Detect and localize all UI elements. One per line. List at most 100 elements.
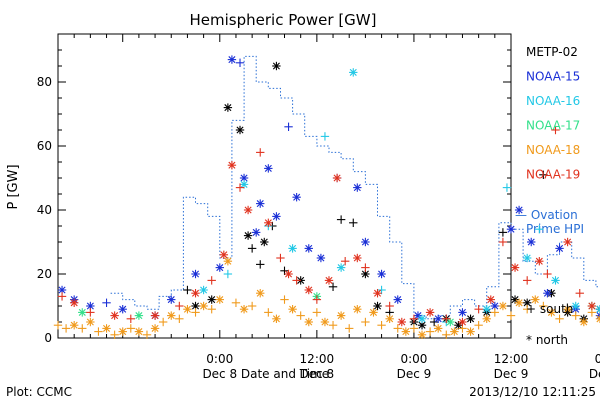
south-point	[312, 308, 322, 317]
x-tick-time-label: 0:00	[206, 352, 233, 366]
north-point	[353, 305, 362, 314]
y-axis-label: P [GW]	[6, 164, 21, 209]
north-point	[377, 269, 386, 279]
north-point	[563, 305, 572, 314]
north-point	[199, 285, 208, 295]
data-points	[53, 55, 600, 339]
x-tick-date-label: Dec 8	[300, 367, 335, 381]
north-marker-legend: * north	[526, 333, 568, 347]
south-point	[256, 260, 265, 269]
north-point	[349, 68, 358, 77]
south-point	[78, 324, 87, 333]
south-point	[126, 314, 136, 323]
south-point	[102, 298, 111, 307]
north-point	[292, 193, 301, 202]
legend-item: NOAA-19	[526, 168, 580, 182]
north-point	[482, 305, 491, 314]
x-tick-time-label: 12:00	[300, 352, 335, 366]
north-point	[510, 295, 520, 304]
north-point	[417, 321, 427, 330]
north-point	[167, 295, 176, 304]
north-point	[482, 314, 491, 323]
south-point	[340, 257, 350, 266]
x-tick-date-label: Dec 9	[494, 367, 529, 381]
ovation-step-path	[110, 55, 600, 320]
south-point	[345, 324, 354, 333]
north-point	[191, 289, 200, 298]
north-point	[555, 244, 564, 253]
y-tick-label: 60	[37, 139, 52, 153]
south-point	[328, 282, 338, 291]
south-point	[506, 311, 516, 320]
south-point	[555, 314, 564, 323]
south-point	[320, 132, 330, 141]
south-point	[535, 225, 544, 234]
north-point	[235, 125, 245, 135]
south-point	[231, 298, 241, 307]
south-point	[498, 237, 508, 247]
south-point	[498, 228, 508, 237]
south-point	[53, 321, 63, 330]
south-point	[393, 324, 402, 333]
south-point	[142, 330, 152, 339]
south-point	[264, 308, 273, 317]
north-point	[239, 305, 249, 314]
x-axis-label: Date and Time	[241, 367, 329, 381]
y-axis-ticks: 0 20 40 60 80	[37, 33, 511, 345]
north-point	[167, 311, 176, 320]
north-point	[450, 327, 459, 336]
south-point	[377, 321, 386, 330]
x-tick-time-label: 0:00	[595, 352, 600, 366]
north-point	[369, 308, 378, 317]
north-point	[397, 317, 406, 327]
south-point	[409, 324, 419, 333]
north-point	[239, 173, 249, 183]
north-point	[324, 276, 334, 285]
south-point	[543, 269, 552, 279]
south-point	[247, 301, 257, 311]
south-point	[312, 295, 322, 304]
south-point	[474, 305, 483, 314]
south-point	[235, 183, 245, 192]
south-point	[292, 276, 301, 285]
north-point	[527, 237, 536, 247]
plot-credit: Plot: CCMC	[6, 385, 72, 399]
north-point	[227, 55, 237, 64]
north-point	[522, 253, 532, 263]
north-point	[433, 324, 443, 333]
north-point	[466, 314, 475, 323]
north-point	[458, 308, 467, 317]
north-point	[260, 237, 269, 247]
north-point	[458, 317, 467, 327]
north-point	[535, 257, 544, 266]
north-point	[385, 314, 394, 323]
south-point	[223, 269, 233, 279]
north-point	[223, 103, 233, 112]
north-point	[506, 225, 516, 234]
north-point	[316, 253, 326, 263]
south-point	[280, 295, 289, 304]
north-point	[243, 205, 253, 215]
north-point	[69, 321, 79, 330]
north-point	[332, 173, 342, 183]
north-point	[86, 301, 95, 311]
north-point	[110, 311, 119, 320]
north-point	[361, 237, 370, 247]
north-point	[304, 285, 313, 295]
north-point	[514, 298, 524, 307]
south-point	[247, 244, 257, 253]
south-point	[490, 308, 500, 317]
south-point	[522, 276, 532, 285]
south-point	[110, 330, 119, 339]
north-point	[134, 311, 144, 320]
north-point	[551, 276, 560, 285]
north-point	[264, 218, 273, 227]
south-point	[175, 301, 184, 311]
north-point	[336, 263, 346, 272]
south-point	[442, 314, 451, 323]
south-point	[175, 314, 184, 323]
south-point	[207, 305, 216, 314]
